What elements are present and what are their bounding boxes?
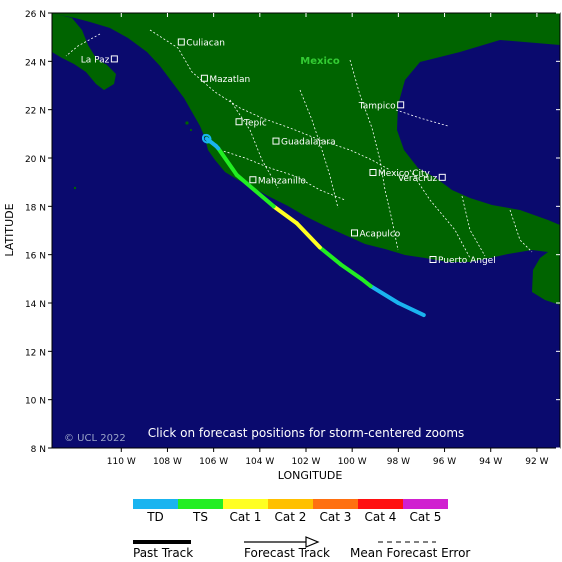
legend-label: TD xyxy=(146,510,164,524)
track-type-legend: Past Track Forecast Track Mean Forecast … xyxy=(133,536,470,560)
lon-tick-label: 102 W xyxy=(292,457,321,467)
city-marker-icon xyxy=(397,101,405,109)
state-borders xyxy=(65,29,533,259)
zoom-notice[interactable]: Click on forecast positions for storm-ce… xyxy=(148,426,465,440)
track-segment[interactable] xyxy=(368,284,401,305)
city-label: Tampico xyxy=(358,101,396,111)
track-segment[interactable] xyxy=(396,301,426,318)
legend-swatch xyxy=(313,499,358,509)
past-track-label: Past Track xyxy=(133,546,193,560)
city-marker-icon xyxy=(350,229,358,237)
legend-swatch xyxy=(358,499,403,509)
island xyxy=(73,186,77,190)
y-axis-title: LATITUDE xyxy=(3,203,16,256)
track-segment[interactable] xyxy=(216,146,239,177)
lat-tick-label: 8 N xyxy=(31,445,46,455)
storm-symbol-icon[interactable] xyxy=(201,133,212,144)
storm-track[interactable] xyxy=(201,133,426,318)
country-label: Mexico xyxy=(300,56,340,67)
city-label: Culiacan xyxy=(186,39,225,49)
lat-tick-label: 18 N xyxy=(25,203,46,213)
forecast-arrow-icon xyxy=(305,536,320,548)
city-label: Acapulco xyxy=(359,229,400,239)
city-marker-icon xyxy=(235,118,243,126)
city-label: Veracruz xyxy=(398,174,438,184)
city-marker-icon xyxy=(272,137,280,145)
x-axis-title: LONGITUDE xyxy=(278,469,343,482)
city-marker-icon xyxy=(110,55,118,63)
city-label: Mazatlan xyxy=(209,75,250,85)
lat-tick-label: 20 N xyxy=(25,155,46,165)
lon-tick-label: 100 W xyxy=(338,457,367,467)
city-label: La Paz xyxy=(81,55,110,65)
city-markers: La Paz Culiacan Mazatlan Tepic Tampico Guadal… xyxy=(81,38,496,266)
legend-swatch xyxy=(223,499,268,509)
latitude-ticks: 8 N 10 N 12 N 14 N 16 N 18 N 20 N 22 N 24 N 26 N xyxy=(25,10,560,455)
city-label: Mexico City xyxy=(378,169,431,179)
lon-tick-label: 104 W xyxy=(245,457,274,467)
city-marker-icon xyxy=(249,176,257,184)
city-marker-icon xyxy=(369,169,377,176)
cape-landmass xyxy=(92,62,115,90)
city-label: Manzanillo xyxy=(258,176,306,186)
longitude-ticks: 110 W 108 W 106 W 104 W 102 W 100 W 98 W 96 W 94… xyxy=(107,13,549,467)
lat-tick-label: 10 N xyxy=(25,397,46,407)
legend-label: TS xyxy=(192,510,208,524)
legend-label: Cat 1 xyxy=(230,510,262,524)
lat-tick-label: 24 N xyxy=(25,58,46,68)
city-marker-icon xyxy=(429,256,437,263)
legend-swatch xyxy=(268,499,313,509)
track-segment[interactable] xyxy=(317,245,343,267)
legend-label: Cat 3 xyxy=(320,510,352,524)
lat-tick-label: 14 N xyxy=(25,300,46,310)
track-segment[interactable] xyxy=(294,221,322,250)
city-marker-icon xyxy=(177,38,185,46)
mean-error-label: Mean Forecast Error xyxy=(350,546,470,560)
lon-tick-label: 92 W xyxy=(525,457,548,467)
lon-tick-label: 108 W xyxy=(153,457,182,467)
island xyxy=(189,128,193,132)
legend-swatch xyxy=(178,499,223,509)
lon-tick-label: 110 W xyxy=(107,457,136,467)
track-segment[interactable] xyxy=(271,204,299,226)
legend-label: Cat 4 xyxy=(365,510,397,524)
lon-tick-label: 94 W xyxy=(479,457,502,467)
city-marker-icon xyxy=(200,74,208,82)
land-layer xyxy=(52,13,560,305)
lon-tick-label: 106 W xyxy=(199,457,228,467)
mainland-landmass xyxy=(52,13,560,305)
city-label: Puerto Angel xyxy=(438,256,496,266)
lat-tick-label: 22 N xyxy=(25,107,46,117)
lat-tick-label: 12 N xyxy=(25,348,46,358)
lat-tick-label: 26 N xyxy=(25,10,46,20)
track-segment[interactable] xyxy=(234,172,276,209)
legend-swatch xyxy=(403,499,448,509)
copyright-text: © UCL 2022 xyxy=(64,433,126,444)
legend-label: Cat 5 xyxy=(410,510,442,524)
track-segment[interactable] xyxy=(204,136,218,148)
category-legend: TD TS Cat 1 Cat 2 Cat 3 Cat 4 Cat 5 xyxy=(133,499,448,524)
track-segment[interactable] xyxy=(338,262,364,281)
lat-tick-label: 16 N xyxy=(25,252,46,262)
lon-tick-label: 98 W xyxy=(387,457,410,467)
island xyxy=(185,121,189,125)
city-label: Tepic xyxy=(243,118,267,128)
city-marker-icon xyxy=(438,173,446,181)
legend-label: Cat 2 xyxy=(275,510,307,524)
legend-swatch xyxy=(133,499,178,509)
lon-tick-label: 96 W xyxy=(433,457,456,467)
forecast-track-label: Forecast Track xyxy=(244,546,330,560)
city-label: Guadalajara xyxy=(281,138,336,148)
